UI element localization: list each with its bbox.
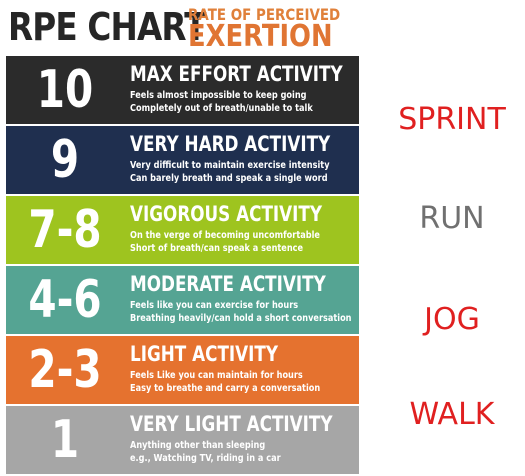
rpe-level-name: VIGOROUS ACTIVITY <box>130 202 323 226</box>
rpe-level-name: VERY HARD ACTIVITY <box>130 132 331 156</box>
rpe-level-7-8: 7-8 VIGOROUS ACTIVITY On the verge of be… <box>6 196 359 264</box>
rpe-scale: 10 MAX EFFORT ACTIVITY Feels almost impo… <box>6 56 359 476</box>
rpe-level-4-6: 4-6 MODERATE ACTIVITY Feels like you can… <box>6 266 359 334</box>
rpe-level-9: 9 VERY HARD ACTIVITY Very difficult to m… <box>6 126 359 194</box>
side-label-walk: WALK <box>409 397 495 432</box>
side-label-jog: JOG <box>424 302 480 337</box>
rpe-level-name: LIGHT ACTIVITY <box>130 342 279 366</box>
rpe-level-number: 2-3 <box>28 340 102 400</box>
rpe-level-number: 4-6 <box>28 270 102 330</box>
chart-subtitle-line2: EXERTION <box>188 19 333 54</box>
rpe-level-description-line: On the verge of becoming uncomfortable <box>130 230 320 241</box>
rpe-level-description: Feels Like you can maintain for hours Ea… <box>130 369 320 395</box>
rpe-level-description-line: Breathing heavily/can hold a short conve… <box>130 313 352 324</box>
side-label-run: RUN <box>419 201 485 236</box>
rpe-level-name: VERY LIGHT ACTIVITY <box>130 412 333 436</box>
rpe-level-description-line: Completely out of breath/unable to talk <box>130 103 313 114</box>
rpe-level-description-line: Can barely breath and speak a single wor… <box>130 173 328 184</box>
rpe-level-description-line: Feels Like you can maintain for hours <box>130 370 303 381</box>
rpe-level-description: Very difficult to maintain exercise inte… <box>130 159 330 185</box>
chart-title: RPE CHART <box>8 5 207 49</box>
rpe-level-description-line: Short of breath/can speak a sentence <box>130 243 304 254</box>
rpe-level-number: 10 <box>36 60 94 120</box>
rpe-level-name: MAX EFFORT ACTIVITY <box>130 62 343 86</box>
rpe-level-2-3: 2-3 LIGHT ACTIVITY Feels Like you can ma… <box>6 336 359 404</box>
rpe-level-number: 9 <box>50 130 80 190</box>
rpe-level-description: Feels like you can exercise for hours Br… <box>130 299 352 325</box>
rpe-level-description-line: Easy to breathe and carry a conversation <box>130 383 321 394</box>
side-label-sprint: SPRINT <box>398 102 506 137</box>
rpe-level-description-line: Feels almost impossible to keep going <box>130 90 307 101</box>
rpe-level-number: 7-8 <box>28 200 102 260</box>
rpe-level-description-line: Anything other than sleeping <box>130 440 266 451</box>
chart-subtitle-line1: RATE OF PERCEIVED <box>188 5 341 24</box>
rpe-level-description-line: Very difficult to maintain exercise inte… <box>130 160 330 171</box>
chart-header: RPE CHART RATE OF PERCEIVED EXERTION <box>6 4 356 52</box>
rpe-level-1: 1 VERY LIGHT ACTIVITY Anything other tha… <box>6 406 359 474</box>
rpe-level-description-line: Feels like you can exercise for hours <box>130 300 299 311</box>
rpe-level-name: MODERATE ACTIVITY <box>130 272 326 296</box>
rpe-level-description: On the verge of becoming uncomfortable S… <box>130 229 320 255</box>
rpe-level-description-line: e.g., Watching TV, riding in a car <box>130 453 281 464</box>
rpe-level-description: Anything other than sleeping e.g., Watch… <box>130 439 281 465</box>
rpe-level-description: Feels almost impossible to keep going Co… <box>130 89 313 115</box>
rpe-level-number: 1 <box>50 410 80 470</box>
rpe-level-10: 10 MAX EFFORT ACTIVITY Feels almost impo… <box>6 56 359 124</box>
